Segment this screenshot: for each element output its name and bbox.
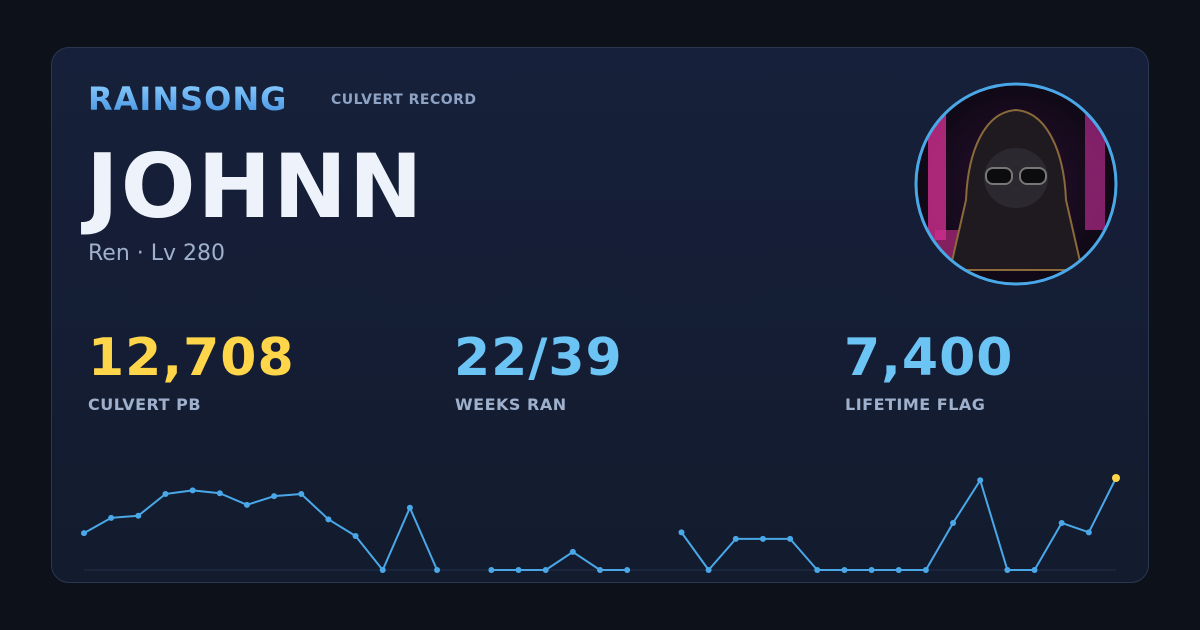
point (895, 567, 902, 573)
point (950, 519, 957, 526)
point (135, 512, 142, 519)
point (1004, 567, 1011, 573)
point (243, 501, 250, 508)
point (1058, 519, 1065, 526)
point (678, 529, 685, 536)
point (1031, 567, 1038, 573)
point (868, 567, 875, 573)
tag: CULVERT RECORD (331, 92, 477, 108)
stat-value: 12,708 (88, 328, 295, 388)
point (922, 567, 929, 573)
point (759, 535, 766, 542)
point (515, 567, 522, 573)
point (814, 567, 821, 573)
player-name: JOHNN (86, 135, 425, 238)
point (624, 567, 631, 573)
point (271, 493, 278, 500)
point (542, 567, 549, 573)
point (841, 567, 848, 573)
point (216, 490, 223, 497)
avatar (916, 84, 1116, 284)
point (379, 567, 386, 573)
point (1085, 529, 1092, 536)
stat-label: WEEKS RAN (455, 395, 567, 414)
stat-value: 7,400 (844, 328, 1014, 388)
brand: RAINSONG (88, 80, 288, 118)
point (569, 548, 576, 555)
point (597, 567, 603, 573)
point (108, 514, 115, 521)
point (787, 535, 794, 542)
avatar-ring (914, 82, 1118, 286)
point (352, 532, 359, 539)
point (732, 535, 739, 542)
stat-value: 22/39 (454, 328, 623, 388)
point (325, 516, 332, 523)
point (162, 490, 169, 497)
point (81, 530, 87, 537)
stat-label: LIFETIME FLAG (845, 395, 986, 414)
point (977, 477, 984, 484)
point (298, 490, 305, 497)
point (1112, 474, 1120, 482)
sparkline (83, 477, 1117, 571)
point (705, 567, 712, 573)
subtitle: Ren · Lv 280 (88, 241, 226, 266)
point (488, 567, 495, 573)
point (189, 487, 196, 494)
point (406, 504, 413, 511)
point (434, 567, 441, 573)
stat-label: CULVERT PB (88, 395, 202, 414)
